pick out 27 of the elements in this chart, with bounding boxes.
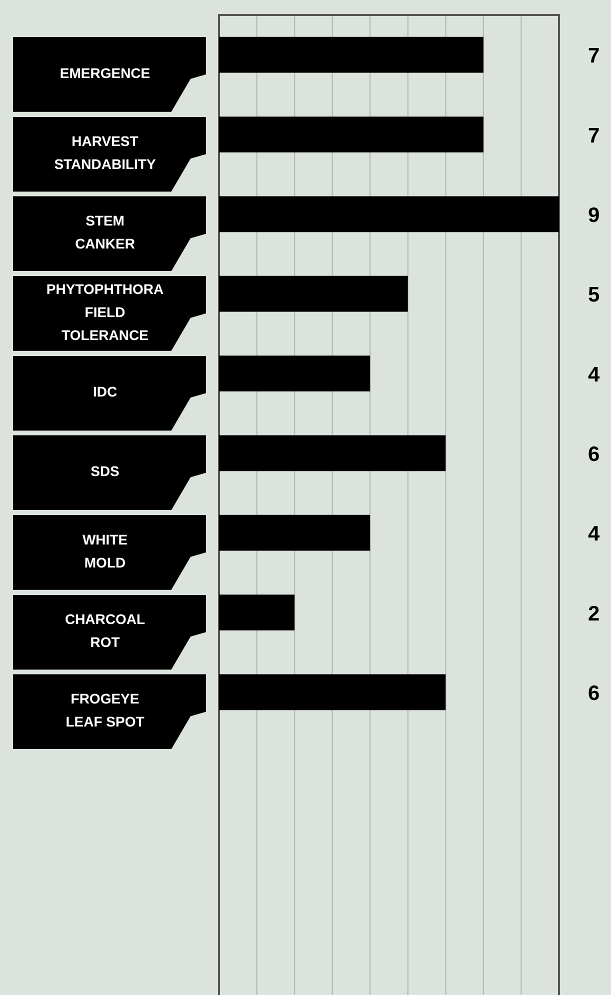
data-label: 7 (588, 124, 600, 148)
data-label: 4 (588, 522, 600, 546)
bar (219, 514, 370, 551)
y-tick-label: SDS (90, 463, 120, 480)
y-tick-label: HARVEST STANDABILITY (54, 132, 156, 172)
data-label: 6 (588, 682, 600, 705)
y-tick-label: IDC (92, 383, 118, 400)
y-tick-label: FROGEYE LEAF SPOT (66, 690, 145, 730)
y-tick-label: PHYTOPHTHORA FIELD TOLERANCE (46, 280, 164, 343)
data-label: 7 (588, 44, 600, 68)
bar (219, 594, 295, 630)
bar (219, 36, 484, 73)
data-label: 4 (588, 363, 600, 386)
bar (219, 276, 408, 312)
y-tick-label: CHARCOAL ROT (64, 610, 146, 650)
bar (219, 674, 446, 710)
y-tick-label: EMERGENCE (60, 64, 150, 81)
bar (219, 356, 370, 392)
bar (219, 116, 484, 152)
y-tick-label: STEM CANKER (75, 212, 135, 252)
y-tick-label: WHITE MOLD (82, 531, 128, 570)
bar (219, 196, 559, 232)
data-label: 6 (588, 442, 600, 466)
data-label: 2 (588, 602, 600, 626)
bar (219, 435, 446, 472)
data-label: 5 (588, 284, 600, 307)
data-label: 9 (588, 204, 600, 227)
